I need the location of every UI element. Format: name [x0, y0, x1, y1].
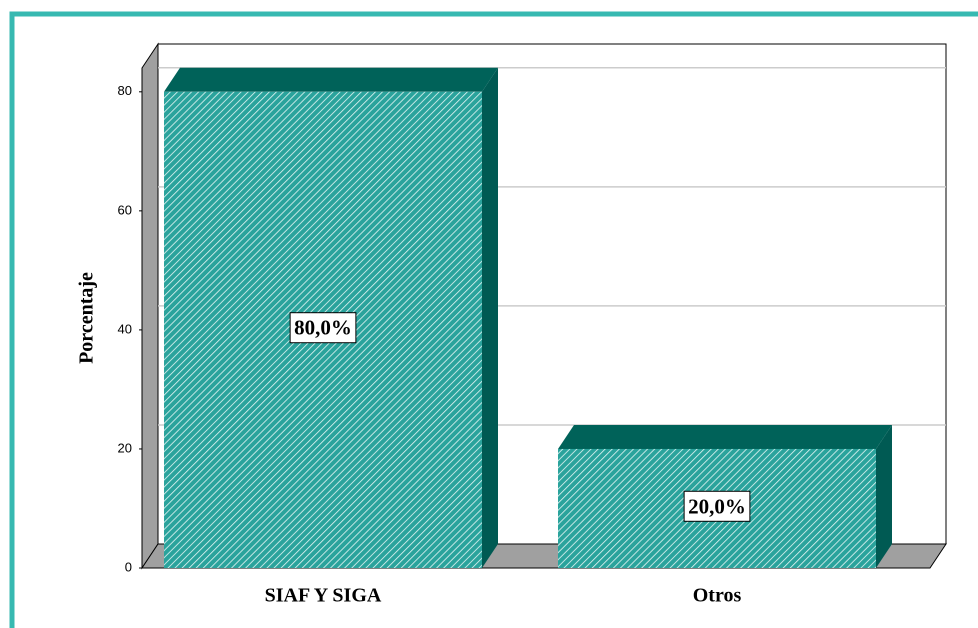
y-tick-label: 20 — [118, 440, 132, 455]
bar-top — [164, 67, 498, 92]
value-label: 80,0% — [294, 316, 352, 340]
y-axis-title: Porcentaje — [76, 272, 98, 364]
bar-side — [876, 424, 892, 568]
left-wall — [141, 42, 159, 570]
frame — [9, 11, 978, 628]
value-label-box — [289, 312, 357, 344]
bar-top — [558, 424, 892, 449]
value-label: 20,0% — [688, 494, 746, 518]
x-tick-label: Otros — [693, 585, 742, 607]
x-tick-label: SIAF Y SIGA — [265, 585, 382, 607]
value-label-box — [683, 490, 751, 522]
y-tick-label: 0 — [125, 559, 132, 574]
y-tick-label: 60 — [118, 202, 132, 217]
y-tick-label: 40 — [118, 321, 132, 336]
y-tick-label: 80 — [118, 83, 132, 98]
bar-side — [482, 67, 498, 569]
